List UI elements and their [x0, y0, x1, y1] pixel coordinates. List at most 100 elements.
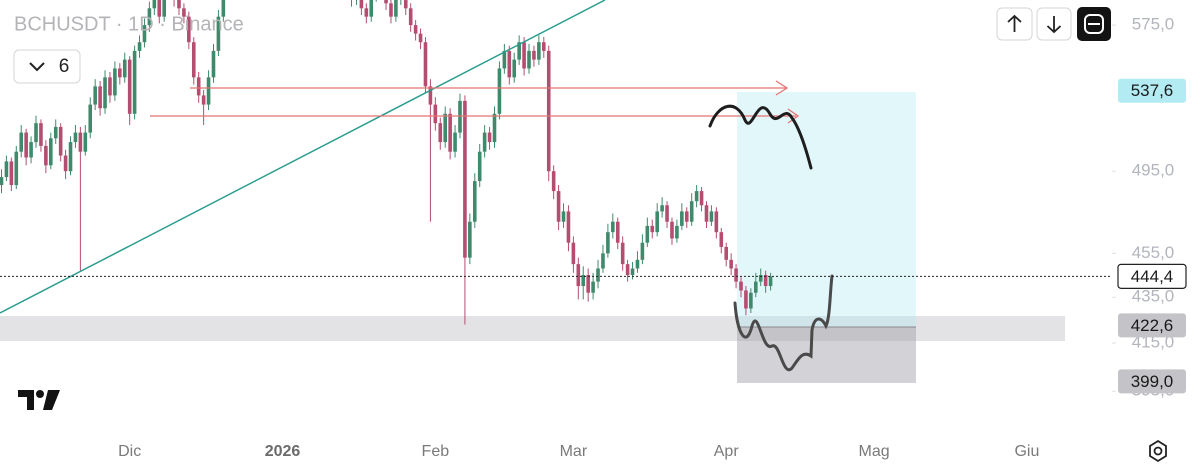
- sketch-path: [733, 274, 834, 372]
- candle-body: [29, 142, 33, 158]
- candle-body: [689, 201, 694, 222]
- candle-body: [211, 50, 216, 78]
- candle-body: [596, 268, 600, 282]
- candle-body: [216, 16, 221, 51]
- scroll-down-button[interactable]: [1036, 7, 1072, 41]
- candle-body: [53, 126, 58, 139]
- candle-body: [49, 138, 53, 166]
- candle-body: [408, 8, 413, 26]
- candle-body: [413, 25, 418, 34]
- candle-body: [182, 8, 186, 17]
- candle-body: [177, 0, 181, 9]
- candle-body: [0, 177, 4, 186]
- candle-body: [359, 0, 364, 9]
- x-tick-label: Mar: [560, 443, 588, 460]
- candle-body: [4, 161, 9, 178]
- candle-body: [63, 155, 68, 172]
- candle-body: [93, 86, 97, 105]
- candle-body: [122, 59, 127, 78]
- candle-body: [650, 225, 655, 233]
- candle-body: [196, 77, 201, 96]
- candle-body: [561, 211, 566, 222]
- candle-body: [118, 68, 122, 78]
- candle-body: [537, 42, 541, 60]
- support-zone: [0, 316, 1065, 341]
- candle-body: [364, 8, 369, 17]
- candle-body: [58, 126, 63, 156]
- settings-button[interactable]: [1149, 439, 1167, 463]
- candle-body: [403, 0, 408, 9]
- candle-body: [453, 132, 457, 152]
- candle-body: [468, 221, 472, 258]
- candle-body: [546, 50, 551, 172]
- candle-body: [734, 268, 738, 282]
- x-tick-label: Giu: [1014, 443, 1039, 460]
- candle-body: [157, 0, 162, 17]
- candle-body: [694, 191, 699, 202]
- tradingview-logo: [18, 390, 60, 410]
- candle-body: [428, 86, 433, 105]
- candle-body: [522, 42, 526, 69]
- candle-body: [73, 132, 78, 143]
- fullscreen-button[interactable]: [1077, 7, 1111, 41]
- price-label-box: [1118, 78, 1186, 103]
- candle-body: [729, 259, 733, 269]
- candle-body: [620, 242, 625, 265]
- scroll-up-button[interactable]: [996, 7, 1033, 41]
- candle-body: [542, 42, 546, 51]
- candle-body: [744, 290, 748, 309]
- candle-body: [9, 161, 14, 186]
- candle-body: [477, 151, 482, 182]
- candle-body: [551, 171, 556, 192]
- candle-body: [482, 132, 487, 152]
- interval-count: 6: [59, 56, 70, 77]
- candle-body: [566, 211, 571, 243]
- y-tick-label: 575,0: [1132, 15, 1175, 34]
- candle-body: [615, 221, 620, 243]
- candle-body: [719, 232, 724, 247]
- x-tick-label: Mag: [859, 443, 890, 460]
- candles: [0, 0, 773, 325]
- candle-body: [384, 0, 388, 4]
- candle-body: [749, 292, 753, 309]
- candle-body: [68, 142, 73, 172]
- candle-body: [512, 59, 517, 78]
- price-label: 399,0: [1131, 372, 1174, 391]
- candle-body: [625, 264, 630, 276]
- candle-body: [640, 242, 645, 260]
- candle-body: [763, 275, 768, 287]
- candle-body: [34, 123, 38, 143]
- candle-body: [611, 221, 615, 233]
- price-label-box: [1117, 263, 1187, 289]
- interval-button[interactable]: 6: [13, 49, 81, 84]
- candle-body: [497, 68, 502, 114]
- candle-body: [472, 181, 477, 222]
- candle-body: [517, 42, 521, 60]
- candle-body: [581, 275, 586, 287]
- candle-body: [389, 3, 393, 17]
- candle-body: [152, 0, 157, 9]
- candle-body: [684, 211, 689, 222]
- candle-body: [630, 268, 635, 276]
- y-tick-label: 495,0: [1132, 161, 1175, 180]
- y-tick-label: 455,0: [1132, 243, 1175, 262]
- candle-body: [458, 100, 462, 133]
- sketch-path: [708, 104, 813, 170]
- candle-body: [665, 205, 669, 222]
- x-tick-label: 2026: [265, 443, 301, 460]
- candle-body: [24, 132, 28, 158]
- candle-body: [132, 50, 137, 114]
- candle-body: [601, 253, 605, 269]
- candle-body: [699, 191, 704, 206]
- candle-body: [206, 77, 211, 105]
- candle-body: [221, 0, 226, 17]
- candle-body: [423, 42, 428, 87]
- price-label-box: [1118, 313, 1186, 338]
- axes: 575,0495,0455,0435,0415,0395,0Dic2026Feb…: [118, 15, 1187, 460]
- candle-body: [586, 275, 590, 293]
- candle-body: [556, 191, 561, 222]
- candle-body: [704, 205, 709, 222]
- candle-body: [606, 232, 610, 254]
- candle-body: [187, 16, 191, 43]
